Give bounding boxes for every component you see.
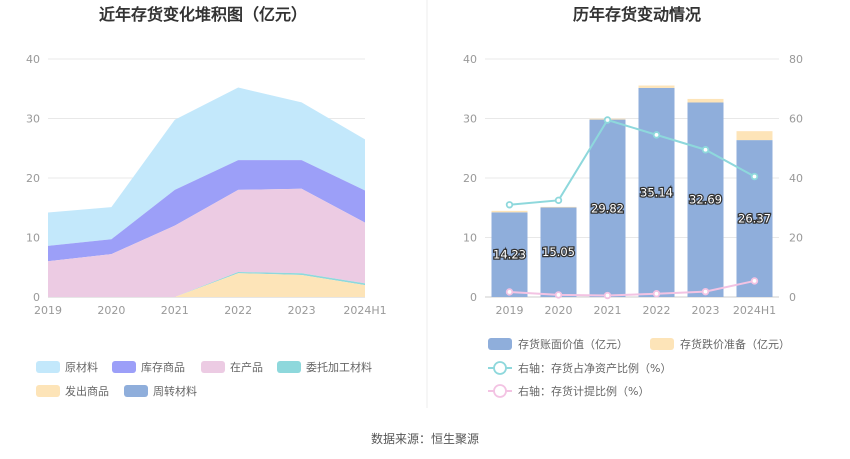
left-x-tick-label: 2024H1 (343, 304, 386, 317)
bar-book-value (638, 87, 675, 298)
legend-marker (493, 384, 507, 398)
line-point (652, 131, 661, 139)
bar-value-label: 26.37 (738, 212, 771, 226)
bar-value-label: 29.82 (591, 201, 624, 215)
left-areas (48, 87, 365, 297)
line-point (505, 201, 514, 209)
line-point (652, 290, 661, 298)
bar-impairment (638, 85, 675, 88)
bar-book-value (540, 207, 577, 297)
right-bars (491, 85, 773, 298)
stacked-area-chart: 近年存货变化堆积图（亿元） 0 10 20 30 40 2019 2020 2021 2022… (26, 5, 387, 398)
legend-swatch (124, 385, 148, 397)
line-point (603, 116, 612, 124)
line-point (603, 291, 612, 300)
right-y-tick-label: 30 (463, 113, 477, 126)
line-point (750, 172, 759, 181)
right-y2-tick-label: 0 (789, 291, 796, 304)
left-y-tick-label: 10 (26, 232, 40, 245)
legend-swatch (112, 361, 136, 373)
area-原材料 (48, 87, 365, 246)
left-y-tick-label: 30 (26, 113, 40, 126)
right-x-tick-label: 2021 (594, 304, 622, 317)
legend-swatch (36, 361, 60, 373)
right-y-tick-label: 20 (463, 172, 477, 185)
legend-label: 原材料 (65, 360, 98, 374)
left-y-tick-label: 40 (26, 53, 40, 66)
bar-book-value (589, 119, 626, 297)
right-y2-tick-label: 40 (789, 172, 803, 185)
bar-impairment (540, 206, 577, 208)
area-委托加工材料 (48, 272, 365, 297)
right-grid: 0 10 20 30 40 0 20 40 60 80 (463, 53, 803, 304)
line-net-asset-ratio (509, 118, 755, 206)
right-chart-title: 历年存货变动情况 (573, 5, 701, 24)
left-y-tick-label: 20 (26, 172, 40, 185)
right-y2-tick-label: 60 (789, 113, 803, 126)
bar-impairment (736, 131, 773, 141)
bar-value-label: 15.05 (542, 245, 575, 259)
area-库存商品 (48, 160, 365, 262)
right-x-tick-label: 2023 (692, 304, 720, 317)
line-provision-ratio (509, 279, 755, 297)
left-x-tick-label: 2020 (97, 304, 125, 317)
legend-swatch (277, 361, 301, 373)
bar-book-value (491, 212, 528, 297)
line-point (750, 277, 759, 285)
source-note: 数据来源：恒生聚源 (371, 431, 479, 446)
inventory-bar-chart: 历年存货变动情况 0 10 20 30 40 0 20 40 60 80 14.23 15.05 29… (463, 5, 803, 398)
bar-value-label: 35.14 (640, 185, 673, 199)
line-point (554, 291, 563, 299)
bar-book-value (736, 140, 773, 297)
right-lines (505, 116, 759, 300)
line-point (505, 288, 514, 296)
legend-label: 库存商品 (141, 360, 185, 374)
legend-swatch (650, 338, 674, 350)
bar-value-label: 32.69 (689, 193, 722, 207)
line-point (701, 146, 710, 154)
right-legend: 存货账面价值（亿元） 存货跌价准备（亿元） 右轴：存货占净资产比例（%） 右轴：存货计… (488, 337, 790, 398)
left-y-tick-label: 0 (33, 291, 40, 304)
area-发出商品 (48, 273, 365, 297)
left-x-tick-label: 2023 (288, 304, 316, 317)
right-y-tick-label: 10 (463, 232, 477, 245)
right-x-tick-label: 2024H1 (733, 304, 776, 317)
right-x-ticks: 2019 2020 2021 2022 2023 2024H1 (496, 304, 777, 317)
right-y2-tick-label: 80 (789, 53, 803, 66)
legend-label: 右轴：存货计提比例（%） (518, 384, 649, 398)
bar-impairment (687, 98, 724, 103)
right-y2-tick-label: 20 (789, 232, 803, 245)
bar-value-label: 14.23 (493, 248, 526, 262)
left-x-ticks: 2019 2020 2021 2022 2023 2024H1 (34, 304, 387, 317)
legend-marker (493, 361, 507, 375)
legend-label: 在产品 (230, 360, 263, 374)
legend-label: 发出商品 (65, 384, 109, 398)
bar-impairment (491, 210, 528, 213)
left-x-tick-label: 2019 (34, 304, 62, 317)
left-chart-title: 近年存货变化堆积图（亿元） (99, 5, 307, 24)
legend-label: 存货跌价准备（亿元） (680, 337, 790, 351)
legend-swatch (36, 385, 60, 397)
right-x-tick-label: 2022 (643, 304, 671, 317)
right-x-tick-label: 2020 (545, 304, 573, 317)
legend-label: 周转材料 (153, 384, 197, 398)
legend-swatch (201, 361, 225, 373)
right-x-tick-label: 2019 (496, 304, 524, 317)
left-x-tick-label: 2021 (161, 304, 189, 317)
left-x-tick-label: 2022 (224, 304, 252, 317)
right-bar-labels: 14.23 15.05 29.82 35.14 32.69 26.37 (492, 184, 772, 263)
legend-label: 存货账面价值（亿元） (518, 337, 628, 351)
line-point (554, 196, 563, 205)
bar-book-value (687, 102, 724, 297)
legend-label: 委托加工材料 (306, 360, 372, 374)
legend-label: 右轴：存货占净资产比例（%） (518, 361, 671, 375)
area-在产品 (48, 188, 365, 297)
line-point (701, 287, 710, 296)
legend-swatch (488, 338, 512, 350)
right-y-tick-label: 40 (463, 53, 477, 66)
right-y-tick-label: 0 (470, 291, 477, 304)
